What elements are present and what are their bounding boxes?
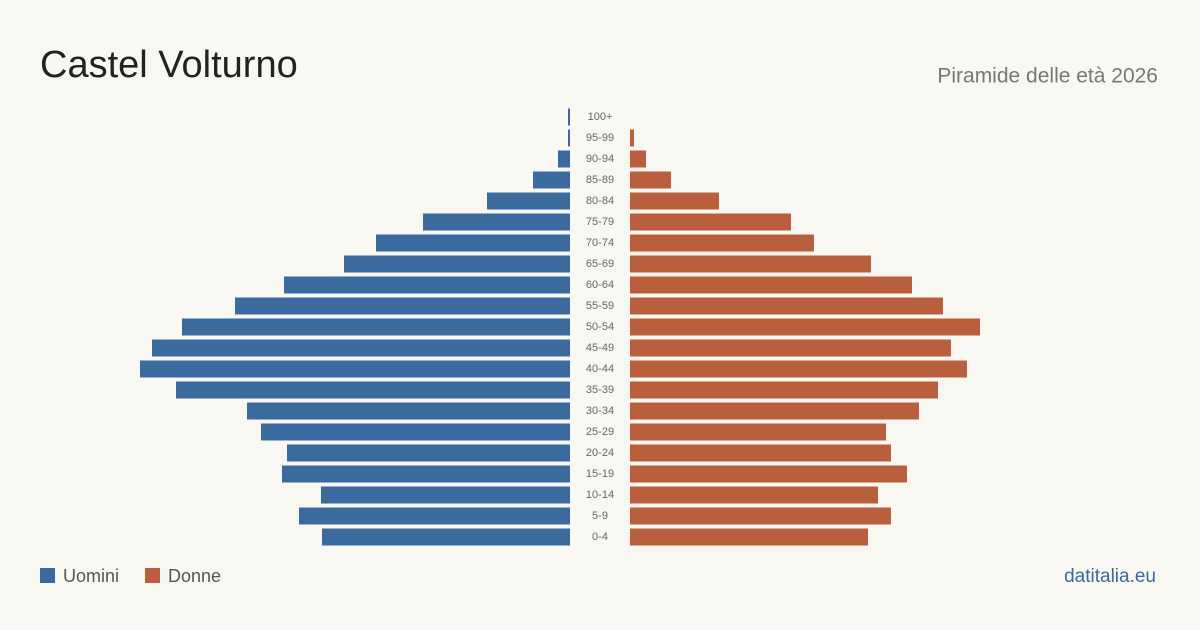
- chart-title: Castel Volturno: [40, 44, 298, 86]
- bar: [487, 192, 570, 210]
- age-label: 85-89: [586, 174, 614, 186]
- age-label: 80-84: [586, 195, 614, 207]
- bar: [630, 381, 938, 399]
- age-label: 55-59: [586, 300, 614, 312]
- age-label: 70-74: [586, 237, 614, 249]
- bar: [630, 423, 886, 441]
- bar: [630, 150, 646, 168]
- bar: [630, 360, 967, 378]
- bar: [630, 465, 907, 483]
- bar: [630, 129, 634, 147]
- age-label: 30-34: [586, 405, 614, 417]
- chart-subtitle: Piramide delle età 2026: [937, 65, 1158, 88]
- bar: [630, 171, 671, 189]
- age-label: 65-69: [586, 258, 614, 270]
- bar: [630, 255, 871, 273]
- bar: [630, 528, 868, 546]
- bar: [533, 171, 570, 189]
- bar: [140, 360, 570, 378]
- bar: [630, 486, 878, 504]
- age-label: 90-94: [586, 153, 614, 165]
- bar: [261, 423, 570, 441]
- bar: [630, 276, 912, 294]
- legend-swatch: [40, 568, 55, 583]
- bar: [630, 234, 814, 252]
- bar: [152, 339, 570, 357]
- age-label: 40-44: [586, 363, 614, 375]
- bar: [322, 528, 570, 546]
- bar: [344, 255, 570, 273]
- bar: [247, 402, 570, 420]
- age-label: 45-49: [586, 342, 614, 354]
- bar: [176, 381, 570, 399]
- bar: [182, 318, 570, 336]
- age-label: 95-99: [586, 132, 614, 144]
- bar: [630, 339, 951, 357]
- age-label: 60-64: [586, 279, 614, 291]
- age-label: 5-9: [592, 510, 608, 522]
- legend-label: Uomini: [63, 566, 119, 586]
- bar: [299, 507, 570, 525]
- age-label: 75-79: [586, 216, 614, 228]
- bar: [568, 108, 570, 126]
- bar: [630, 318, 980, 336]
- age-label: 50-54: [586, 321, 614, 333]
- bar: [630, 297, 943, 315]
- bar: [558, 150, 570, 168]
- age-label: 0-4: [592, 531, 608, 543]
- age-label: 35-39: [586, 384, 614, 396]
- source[interactable]: datitalia.eu: [1064, 566, 1156, 587]
- bar: [282, 465, 570, 483]
- age-label: 25-29: [586, 426, 614, 438]
- bar: [630, 213, 791, 231]
- age-label: 100+: [588, 111, 613, 123]
- bar: [423, 213, 570, 231]
- bar: [630, 402, 919, 420]
- age-label: 15-19: [586, 468, 614, 480]
- bar: [630, 192, 719, 210]
- legend-label: Donne: [168, 566, 221, 586]
- legend-swatch: [145, 568, 161, 583]
- bar: [630, 444, 891, 462]
- bar: [630, 507, 891, 525]
- bar: [235, 297, 570, 315]
- age-label: 10-14: [586, 489, 614, 501]
- bar: [376, 234, 570, 252]
- bar: [321, 486, 570, 504]
- bar: [287, 444, 570, 462]
- age-label: 20-24: [586, 447, 614, 459]
- bar: [284, 276, 570, 294]
- bar: [568, 129, 570, 147]
